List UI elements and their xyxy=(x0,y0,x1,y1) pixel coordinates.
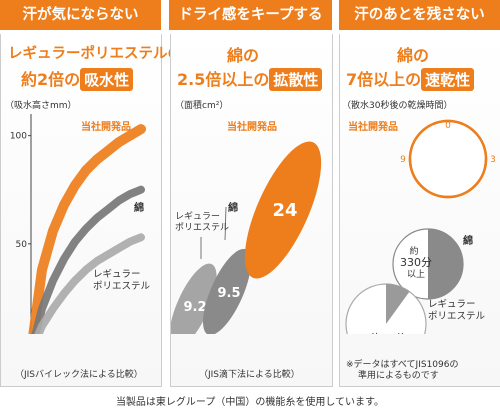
panel1-title-pre: 約2倍の xyxy=(21,70,81,89)
series-line-0 xyxy=(28,124,146,334)
panel2-title-line1: 綿の xyxy=(227,46,260,65)
legend-polyester-diffusion: レギュラー ポリエステル xyxy=(175,212,229,234)
cotton-leader xyxy=(224,206,227,241)
poly-name-l1: レギュラー xyxy=(428,299,476,310)
panel3-title-line1: 綿の xyxy=(397,46,430,65)
clock-cotton-fill xyxy=(428,229,463,299)
series-line-2 xyxy=(34,233,145,334)
clock-label-0: 0 xyxy=(445,121,451,131)
footer-note: 当製品は東レグループ（中国）の機能糸を使用しています。 xyxy=(115,397,385,408)
cotton-value-label: 330分 xyxy=(400,256,432,269)
clock-label-9: 9 xyxy=(400,155,406,165)
legend-polyester-absorbency: レギュラー ポリエステル xyxy=(93,269,150,293)
panel2-title-pre: 2.5倍以上の xyxy=(177,70,270,89)
panel3-note-l2: 準用によるものです xyxy=(358,371,439,381)
cotton-name-dry: 綿 xyxy=(463,236,473,247)
header-diffusion: ドライ感をキープする xyxy=(169,0,332,30)
panel3-note-l1: ※データはすべてJIS1096の xyxy=(346,360,459,370)
legend-ours-dry: 当社開発品 xyxy=(348,122,398,133)
panel-quick-dry: 綿の 7倍以上の 速乾性 （散水30秒後の乾燥時間） 当社開発品 0 3 9 約45分約… xyxy=(339,34,500,387)
panel1-title-line2: 約2倍の 吸水性 xyxy=(21,66,134,91)
legend-polyester-l1-d: レギュラー xyxy=(175,212,221,222)
clock-ring-ours xyxy=(408,119,488,199)
legend-cotton-absorbency: 綿 xyxy=(134,203,144,214)
panel3-badge: 速乾性 xyxy=(421,68,475,91)
panel3-title-pre: 7倍以上の xyxy=(346,70,422,89)
clock-ours-remain xyxy=(411,122,448,159)
poly-name-dry: レギュラー ポリエステル xyxy=(428,299,485,323)
clock-label-3: 3 xyxy=(490,155,496,165)
series-line-1 xyxy=(31,185,145,334)
panel2-title-line2: 2.5倍以上の 拡散性 xyxy=(177,66,323,91)
bubble-value-label-2: 24 xyxy=(272,200,297,221)
legend-polyester-l2: ポリエステル xyxy=(93,281,151,292)
panel1-badge: 吸水性 xyxy=(80,68,134,91)
bubble-value-label-0: 9.2 xyxy=(183,300,206,315)
panel3-note: ※データはすべてJIS1096の 準用によるものです xyxy=(346,360,458,382)
bubble-2 xyxy=(244,141,322,279)
panel2-note: （JIS滴下法による比較） xyxy=(199,370,300,380)
cotton-label-l1: 約 xyxy=(409,245,418,257)
panel1-title-line1: レギュラーポリエステルの xyxy=(8,46,182,62)
ours-value-label: 約45分 xyxy=(434,167,475,182)
clock-polyester-fill xyxy=(386,284,410,324)
header-absorbency: 汗が気にならない xyxy=(0,0,161,30)
poly-name-l2: ポリエステル xyxy=(428,311,486,322)
clock-ours-empty xyxy=(448,122,485,159)
panel-diffusion: 綿の 2.5倍以上の 拡散性 （面積cm²） 9.2 9.5 24 当社開発品 綿 レ… xyxy=(170,34,333,387)
panel2-unit: （面積cm²） xyxy=(175,101,229,111)
y-tick-label: 100 xyxy=(10,132,27,142)
legend-ours-diffusion: 当社開発品 xyxy=(227,122,277,133)
legend-polyester-l2-d: ポリエステル xyxy=(175,223,230,233)
poly-value-label: 約40分 xyxy=(370,331,406,334)
legend-polyester-l1: レギュラー xyxy=(93,269,141,280)
absorbency-line-chart: 50100510（分） xyxy=(10,114,146,334)
panel3-title-line2: 7倍以上の 速乾性 xyxy=(346,66,475,91)
header-quick-dry: 汗のあとを残さない xyxy=(339,0,500,30)
panel1-ylabel: （吸水高さmm） xyxy=(5,101,77,111)
cotton-label-l3: 以上 xyxy=(407,269,425,280)
bubble-1 xyxy=(203,248,251,334)
y-tick-label: 50 xyxy=(16,240,28,250)
panel2-badge: 拡散性 xyxy=(269,68,323,91)
dry-time-clock-charts: 0 3 9 約45分約330分以上約40分 xyxy=(345,119,496,334)
legend-cotton-diffusion: 綿 xyxy=(228,203,238,214)
panel3-unit: （散水30秒後の乾燥時間） xyxy=(342,101,453,111)
legend-ours-absorbency: 当社開発品 xyxy=(81,122,131,133)
panel1-note: （JISバイレック法による比較） xyxy=(15,370,143,380)
bubble-0 xyxy=(171,263,217,334)
diffusion-bubble-chart: 9.2 9.5 24 xyxy=(171,141,322,334)
bubble-value-label-1: 9.5 xyxy=(217,286,240,301)
